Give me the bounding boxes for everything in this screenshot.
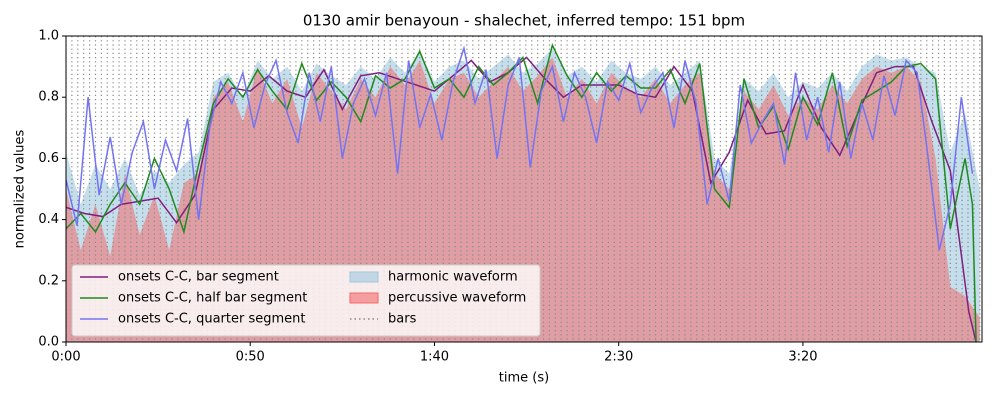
legend-swatch	[349, 292, 379, 304]
x-tick-label: 0:50	[236, 350, 265, 365]
x-axis-label: time (s)	[499, 371, 549, 386]
axes-frame	[65, 35, 983, 343]
y-tick-label: 0.6	[38, 151, 59, 166]
y-tick-label: 0.4	[38, 212, 59, 227]
legend-label: bars	[388, 312, 417, 327]
legend-label: harmonic waveform	[388, 270, 518, 285]
legend-swatch	[349, 271, 379, 283]
axes: 0:00 0:50 1:40 2:30 3:20 0.0 0.2 0.4 0.6 0.8 1.0	[38, 29, 817, 365]
x-tick-label: 2:30	[604, 350, 633, 365]
legend-label: onsets C-C, bar segment	[118, 270, 279, 285]
y-tick-label: 0.8	[38, 90, 59, 105]
legend-label: onsets C-C, quarter segment	[118, 312, 305, 327]
chart-title: 0130 amir benayoun - shalechet, inferred…	[303, 12, 745, 30]
onset-line	[66, 56, 977, 342]
y-tick-label: 1.0	[38, 29, 59, 44]
y-axis-label: normalized values	[13, 129, 28, 248]
x-tick-label: 0:00	[51, 350, 80, 365]
onset-line	[66, 42, 977, 342]
legend: onsets C-C, bar segment onsets C-C, half …	[71, 264, 541, 337]
x-tick-label: 3:20	[788, 350, 817, 365]
legend-box	[71, 264, 541, 337]
legend-label: percussive waveform	[388, 291, 526, 306]
legend-label: onsets C-C, half bar segment	[118, 291, 307, 306]
y-tick-label: 0.2	[38, 273, 59, 288]
y-tick-label: 0.0	[38, 335, 59, 350]
x-tick-label: 1:40	[420, 350, 449, 365]
onset-line	[66, 45, 974, 251]
